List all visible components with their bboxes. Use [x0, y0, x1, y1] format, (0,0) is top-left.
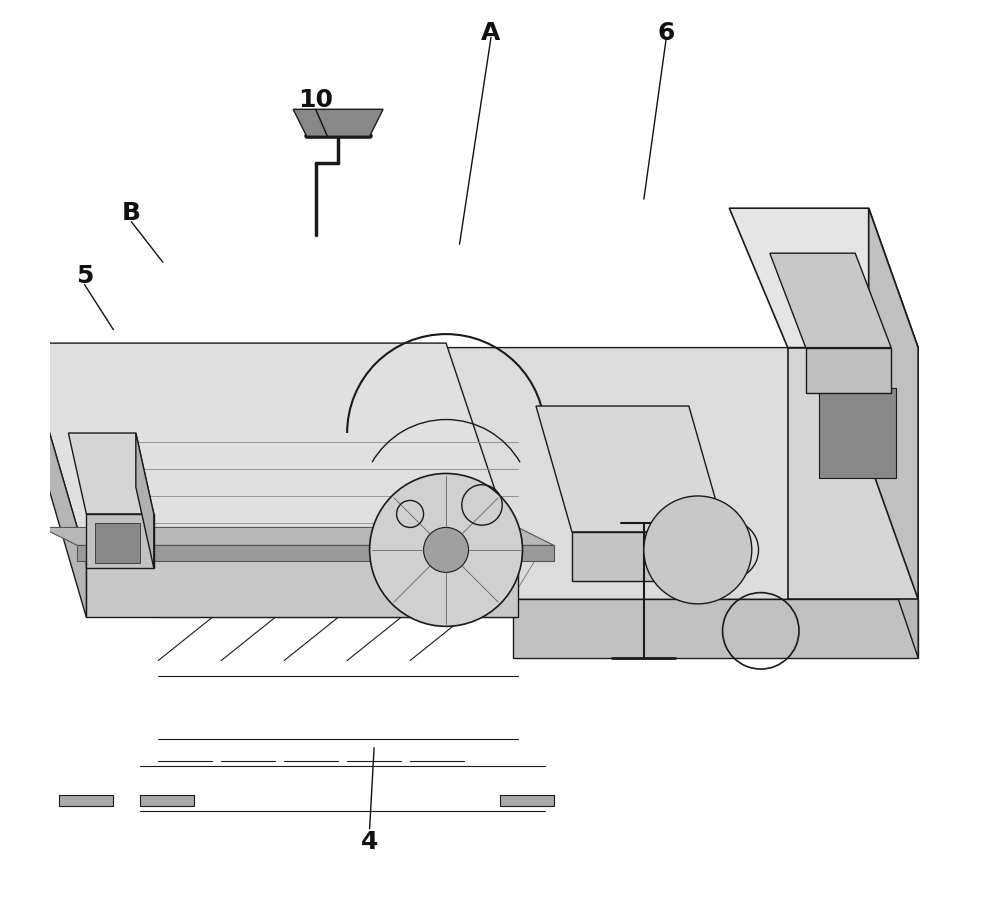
Polygon shape [788, 347, 918, 599]
Polygon shape [869, 208, 918, 599]
Polygon shape [77, 546, 554, 561]
Polygon shape [293, 109, 383, 136]
Text: 5: 5 [76, 263, 93, 288]
Polygon shape [23, 343, 518, 559]
Polygon shape [136, 433, 154, 568]
Polygon shape [59, 795, 113, 806]
Polygon shape [833, 347, 918, 658]
Polygon shape [536, 406, 725, 532]
Text: A: A [481, 21, 501, 45]
Polygon shape [140, 795, 194, 806]
Polygon shape [23, 343, 86, 617]
Polygon shape [41, 528, 554, 546]
Text: 4: 4 [361, 830, 378, 854]
Circle shape [424, 528, 469, 573]
Polygon shape [428, 347, 918, 599]
Bar [95, 523, 140, 564]
Polygon shape [68, 433, 154, 514]
Polygon shape [572, 532, 725, 582]
Polygon shape [806, 347, 891, 392]
Polygon shape [513, 599, 918, 658]
Polygon shape [729, 208, 918, 347]
Text: B: B [122, 201, 141, 225]
Circle shape [370, 474, 522, 626]
Text: 6: 6 [658, 21, 675, 45]
Text: 10: 10 [298, 88, 333, 113]
Polygon shape [86, 559, 518, 617]
Polygon shape [86, 514, 154, 568]
Circle shape [644, 496, 752, 603]
Polygon shape [770, 253, 891, 347]
Polygon shape [500, 795, 554, 806]
Bar [819, 388, 896, 478]
